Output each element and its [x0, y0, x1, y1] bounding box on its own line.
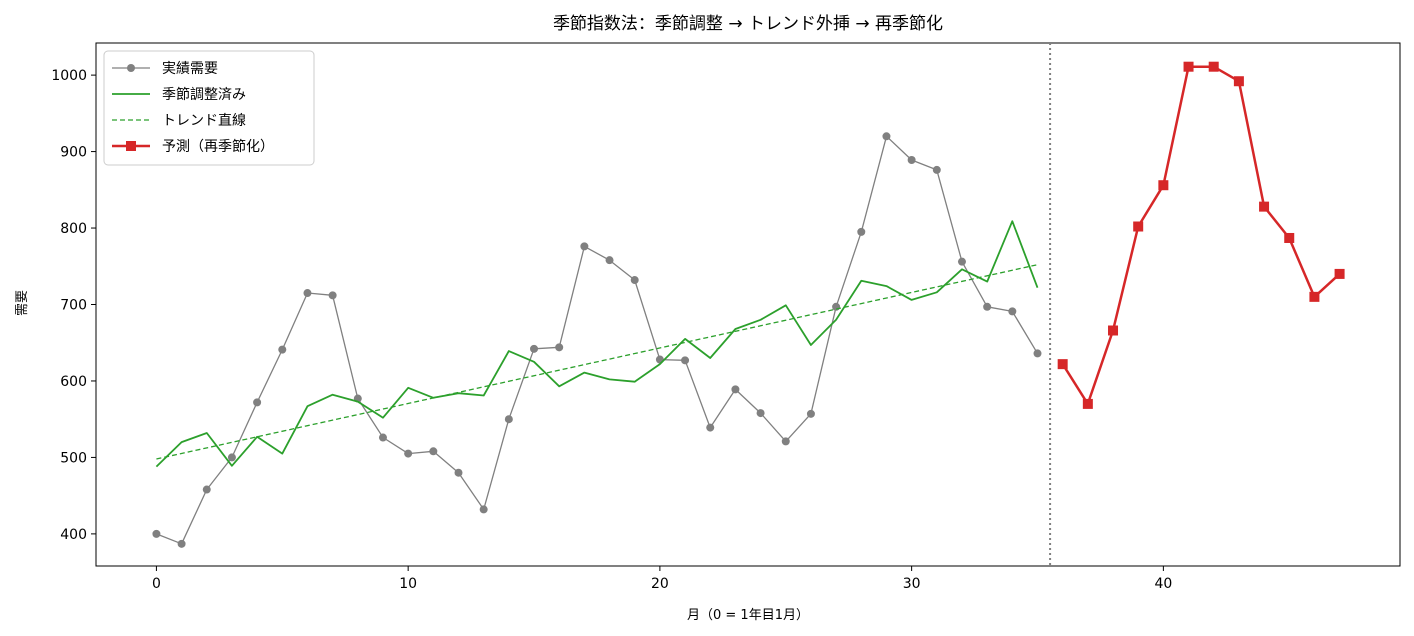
- series-0-point-21: [681, 356, 690, 365]
- y-tick-label-900: 900: [60, 145, 87, 161]
- series-0-point-6: [303, 289, 312, 298]
- y-tick-label-500: 500: [60, 450, 87, 466]
- x-tick-label-0: 0: [152, 576, 161, 592]
- legend-marker-3: [126, 141, 136, 151]
- x-tick-label-10: 10: [399, 576, 417, 592]
- series-line-1: [155, 220, 1039, 468]
- plot-area: 0 10 20 30 40 400 500 600 700 800 900 1000: [51, 42, 1401, 592]
- x-axis-label: 月（0 = 1年目1月）: [687, 608, 809, 623]
- series-0-point-31: [932, 165, 941, 174]
- series-3-point-0: [1057, 359, 1068, 370]
- series-0-point-7: [328, 291, 337, 300]
- series-0-point-3: [227, 453, 236, 462]
- series-3-point-4: [1158, 180, 1169, 191]
- series-0-point-19: [630, 276, 639, 285]
- series-0-point-5: [278, 345, 287, 354]
- series-0-point-2: [202, 485, 211, 494]
- series-0-point-18: [605, 256, 614, 265]
- x-tick-label-30: 30: [903, 576, 921, 592]
- x-tick-label-40: 40: [1154, 576, 1172, 592]
- series-0-point-14: [504, 415, 513, 424]
- series-3-point-7: [1233, 76, 1244, 87]
- series-3-point-10: [1309, 291, 1320, 302]
- legend-label-3: 予測（再季節化）: [162, 138, 274, 155]
- series-0-point-30: [907, 155, 916, 164]
- y-tick-label-700: 700: [60, 298, 87, 314]
- series-0-point-17: [580, 242, 589, 251]
- series-0-point-32: [957, 257, 966, 266]
- legend-box: [103, 50, 315, 166]
- chart-title: 季節指数法：季節調整 → トレンド外挿 → 再季節化: [553, 14, 943, 34]
- series-0-point-26: [806, 409, 815, 418]
- y-tick-label-800: 800: [60, 221, 87, 237]
- series-3-point-9: [1284, 232, 1295, 243]
- series-0-point-22: [706, 423, 715, 432]
- series-3-point-6: [1208, 61, 1219, 72]
- series-0-point-25: [781, 437, 790, 446]
- series-3-point-3: [1133, 221, 1144, 232]
- series-0-point-0: [152, 529, 161, 538]
- series-0-point-33: [983, 302, 992, 311]
- series-0-point-35: [1033, 349, 1042, 358]
- x-tick-label-20: 20: [651, 576, 669, 592]
- series-0-point-29: [882, 132, 891, 141]
- y-tick-label-600: 600: [60, 374, 87, 390]
- series-0-point-28: [857, 227, 866, 236]
- series-3-point-2: [1108, 325, 1119, 336]
- series-3-point-11: [1334, 268, 1345, 279]
- y-tick-label-400: 400: [60, 527, 87, 543]
- legend-label-0: 実績需要: [162, 61, 218, 77]
- series-line-3: [1061, 65, 1341, 406]
- series-0-point-12: [454, 468, 463, 477]
- series-0-point-11: [429, 447, 438, 456]
- series-0-point-15: [530, 344, 539, 353]
- legend-label-2: トレンド直線: [162, 112, 246, 129]
- legend-marker-0: [127, 64, 135, 72]
- series-3-point-1: [1082, 398, 1093, 409]
- series-0-point-24: [756, 409, 765, 418]
- series-0-point-10: [404, 449, 413, 458]
- y-axis-label: 需要: [15, 290, 30, 316]
- series-0-point-27: [832, 302, 841, 311]
- series-0-point-13: [479, 505, 488, 514]
- series-0-point-16: [555, 343, 564, 352]
- series-3-point-5: [1183, 61, 1194, 72]
- series-0-point-9: [378, 433, 387, 442]
- series-line-2: [156, 264, 1038, 460]
- legend-label-1: 季節調整済み: [162, 86, 246, 103]
- series-0-point-1: [177, 539, 186, 548]
- series-line-0: [156, 135, 1039, 545]
- series-0-point-4: [253, 398, 262, 407]
- series-0-point-23: [731, 385, 740, 394]
- series-0-point-34: [1008, 307, 1017, 316]
- y-tick-label-1000: 1000: [51, 68, 87, 84]
- series-3-point-8: [1259, 201, 1270, 212]
